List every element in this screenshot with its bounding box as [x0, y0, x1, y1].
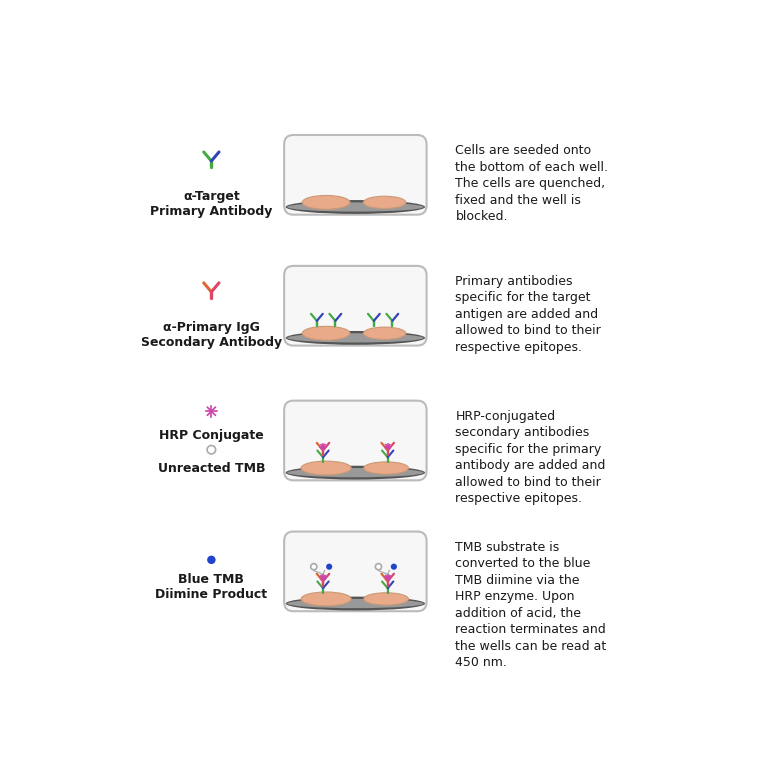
Ellipse shape	[301, 461, 351, 475]
Text: Cells are seeded onto
the bottom of each well.
The cells are quenched,
fixed and: Cells are seeded onto the bottom of each…	[455, 144, 608, 223]
Circle shape	[326, 564, 332, 570]
Text: α-Target
Primary Antibody: α-Target Primary Antibody	[151, 190, 273, 219]
Text: Unreacted TMB: Unreacted TMB	[157, 462, 265, 475]
Ellipse shape	[364, 196, 406, 209]
Text: Blue TMB
Diimine Product: Blue TMB Diimine Product	[155, 573, 267, 601]
Circle shape	[375, 564, 381, 570]
FancyBboxPatch shape	[284, 400, 426, 481]
Ellipse shape	[286, 200, 425, 214]
Circle shape	[207, 445, 215, 454]
Ellipse shape	[286, 597, 425, 610]
Text: HRP Conjugate: HRP Conjugate	[159, 429, 264, 442]
Text: TMB substrate is
converted to the blue
TMB diimine via the
HRP enzyme. Upon
addi: TMB substrate is converted to the blue T…	[455, 541, 607, 669]
Ellipse shape	[303, 196, 350, 209]
Text: HRP-conjugated
secondary antibodies
specific for the primary
antibody are added : HRP-conjugated secondary antibodies spec…	[455, 410, 606, 505]
Text: α-Primary IgG
Secondary Antibody: α-Primary IgG Secondary Antibody	[141, 321, 282, 349]
FancyBboxPatch shape	[284, 135, 426, 215]
FancyBboxPatch shape	[284, 266, 426, 345]
FancyBboxPatch shape	[284, 532, 426, 611]
Ellipse shape	[287, 333, 423, 342]
Ellipse shape	[287, 468, 423, 478]
Circle shape	[390, 564, 397, 570]
Text: Primary antibodies
specific for the target
antigen are added and
allowed to bind: Primary antibodies specific for the targ…	[455, 275, 601, 354]
Ellipse shape	[303, 326, 350, 340]
Ellipse shape	[301, 592, 351, 606]
Ellipse shape	[286, 466, 425, 480]
Circle shape	[311, 564, 317, 570]
Ellipse shape	[287, 599, 423, 608]
Circle shape	[207, 555, 215, 564]
Ellipse shape	[286, 331, 425, 345]
Ellipse shape	[364, 462, 409, 474]
Ellipse shape	[287, 202, 423, 212]
Ellipse shape	[364, 593, 409, 605]
Ellipse shape	[364, 327, 406, 339]
